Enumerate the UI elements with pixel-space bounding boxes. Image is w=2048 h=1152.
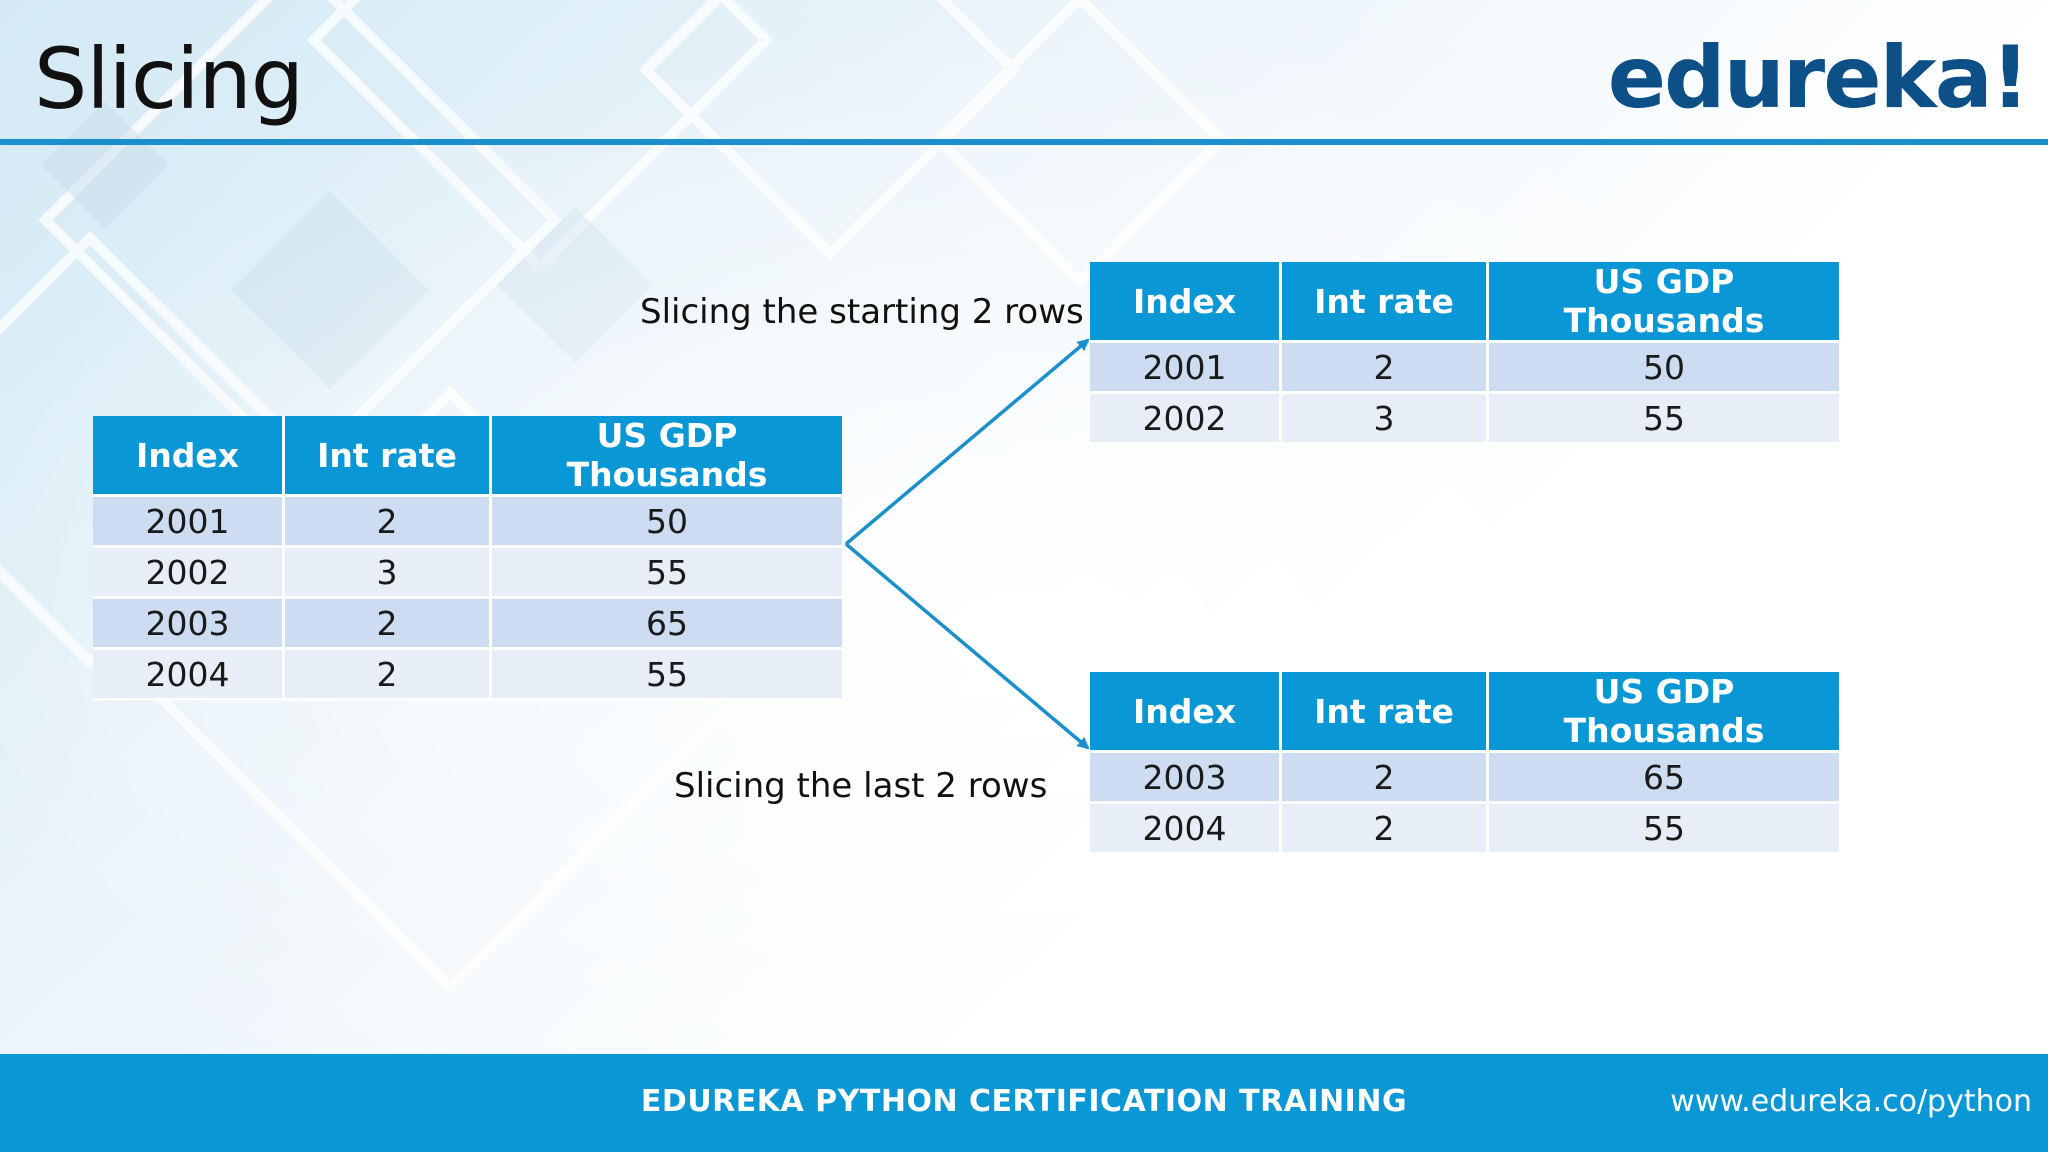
footer-url[interactable]: www.edureka.co/python	[1670, 1084, 2032, 1119]
footer-course-title: EDUREKA PYTHON CERTIFICATION TRAINING	[640, 1084, 1408, 1119]
column-header-int-rate: Int rate	[1282, 262, 1489, 343]
table-header-row: Index Int rate US GDP Thousands	[1090, 262, 1839, 343]
caption-first-rows: Slicing the starting 2 rows	[640, 292, 1084, 332]
page-title: Slicing	[34, 30, 304, 128]
brand-logo: edureka!	[1607, 28, 2030, 128]
cell-us-gdp: 55	[1489, 394, 1839, 445]
cell-us-gdp: 50	[1489, 343, 1839, 394]
cell-index: 2001	[93, 497, 285, 548]
table-row: 2001 2 50	[1090, 343, 1839, 394]
column-header-index: Index	[93, 416, 285, 497]
cell-int-rate: 2	[1282, 804, 1489, 855]
cell-int-rate: 2	[285, 497, 492, 548]
column-header-int-rate: Int rate	[285, 416, 492, 497]
column-header-us-gdp: US GDP Thousands	[1489, 672, 1839, 753]
source-table: Index Int rate US GDP Thousands 2001 2 5…	[93, 416, 842, 701]
table-row: 2004 2 55	[1090, 804, 1839, 855]
table-row: 2004 2 55	[93, 650, 842, 701]
cell-us-gdp: 65	[1489, 753, 1839, 804]
cell-int-rate: 3	[285, 548, 492, 599]
cell-us-gdp: 65	[492, 599, 842, 650]
header-divider	[0, 139, 2048, 145]
cell-index: 2002	[93, 548, 285, 599]
column-header-index: Index	[1090, 672, 1282, 753]
cell-us-gdp: 55	[492, 548, 842, 599]
table-row: 2003 2 65	[1090, 753, 1839, 804]
head-slice-table: Index Int rate US GDP Thousands 2001 2 5…	[1090, 262, 1839, 445]
column-header-index: Index	[1090, 262, 1282, 343]
cell-index: 2003	[93, 599, 285, 650]
caption-last-rows: Slicing the last 2 rows	[674, 766, 1048, 806]
table-row: 2003 2 65	[93, 599, 842, 650]
cell-int-rate: 3	[1282, 394, 1489, 445]
column-header-us-gdp: US GDP Thousands	[1489, 262, 1839, 343]
cell-int-rate: 2	[1282, 753, 1489, 804]
cell-int-rate: 2	[285, 599, 492, 650]
column-header-int-rate: Int rate	[1282, 672, 1489, 753]
tail-slice-table: Index Int rate US GDP Thousands 2003 2 6…	[1090, 672, 1839, 855]
arrow-to-top-table	[844, 338, 1090, 546]
cell-int-rate: 2	[1282, 343, 1489, 394]
cell-index: 2003	[1090, 753, 1282, 804]
cell-index: 2004	[1090, 804, 1282, 855]
arrow-to-bottom-table	[844, 542, 1090, 750]
cell-index: 2002	[1090, 394, 1282, 445]
table-header-row: Index Int rate US GDP Thousands	[1090, 672, 1839, 753]
cell-us-gdp: 55	[1489, 804, 1839, 855]
table-row: 2002 3 55	[93, 548, 842, 599]
table-row: 2002 3 55	[1090, 394, 1839, 445]
footer-bar: EDUREKA PYTHON CERTIFICATION TRAINING ww…	[0, 1054, 2048, 1152]
table-row: 2001 2 50	[93, 497, 842, 548]
column-header-us-gdp: US GDP Thousands	[492, 416, 842, 497]
table-header-row: Index Int rate US GDP Thousands	[93, 416, 842, 497]
cell-us-gdp: 50	[492, 497, 842, 548]
cell-index: 2004	[93, 650, 285, 701]
cell-int-rate: 2	[285, 650, 492, 701]
cell-us-gdp: 55	[492, 650, 842, 701]
cell-index: 2001	[1090, 343, 1282, 394]
